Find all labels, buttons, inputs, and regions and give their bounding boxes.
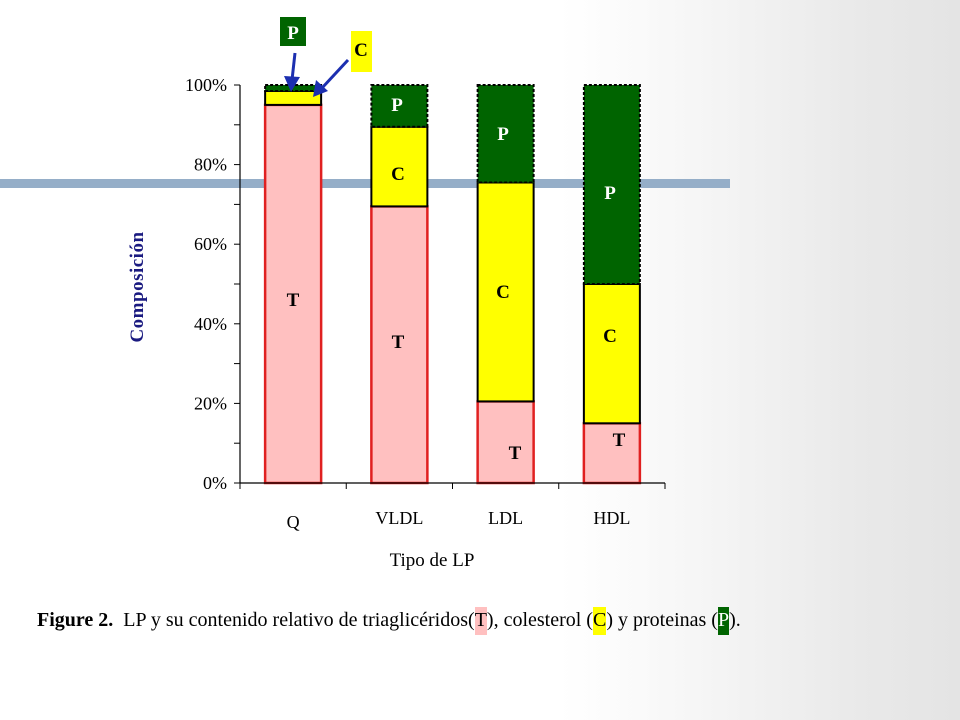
caption-highlight-t: T — [474, 607, 487, 635]
caption-text-4: ). — [729, 609, 741, 631]
bar-vldl-p — [370, 84, 429, 128]
caption-text-1: LP y su contenido relativo de triaglicér… — [123, 609, 475, 631]
segment-label-ldl-c: C — [496, 282, 510, 303]
callout-c-label: C — [354, 40, 368, 61]
y-tick-label: 100% — [185, 75, 227, 95]
x-tick-label-q: Q — [287, 512, 300, 532]
bar-vldl-c — [370, 125, 429, 208]
segment-label-hdl-c: C — [603, 326, 617, 347]
segment-label-vldl-c: C — [391, 164, 405, 185]
x-tick-label-hdl: HDL — [593, 508, 630, 528]
bar-hdl-c — [582, 283, 641, 425]
arrow-p-head — [284, 76, 300, 92]
y-tick-label: 20% — [194, 393, 227, 413]
segment-label-ldl-t: T — [509, 443, 522, 464]
callout-p-label: P — [287, 23, 299, 44]
caption-highlight-p: P — [717, 607, 730, 635]
x-axis-title: Tipo de LP — [390, 550, 475, 571]
caption-text-3: ) y proteinas ( — [606, 609, 718, 631]
segment-label-hdl-t: T — [613, 430, 626, 451]
segment-label-vldl-p: P — [391, 95, 403, 116]
segment-label-ldl-p: P — [497, 124, 509, 145]
x-tick-label-ldl: LDL — [488, 508, 523, 528]
horizontal-band — [0, 179, 730, 188]
figure-caption: Figure 2. LP y su contenido relativo de … — [37, 606, 947, 635]
segment-label-q-t: T — [287, 290, 300, 311]
arrow-p-shaft — [290, 52, 297, 81]
x-tick-label-vldl: VLDL — [375, 508, 423, 528]
y-tick-label: 40% — [194, 314, 227, 334]
bar-ldl-p — [476, 84, 535, 184]
segment-label-vldl-t: T — [392, 332, 405, 353]
callout-p-box — [280, 17, 306, 46]
y-tick-label: 80% — [194, 155, 227, 175]
segment-label-hdl-p: P — [604, 183, 616, 204]
bar-hdl-p — [582, 84, 641, 285]
caption-prefix: Figure 2. — [37, 609, 114, 631]
arrow-c-head — [313, 80, 328, 97]
bar-ldl-c — [476, 181, 535, 403]
caption-highlight-c: C — [592, 607, 607, 635]
y-axis-title: Composición — [127, 231, 148, 342]
y-tick-label: 0% — [203, 473, 227, 493]
bar-q-c — [264, 89, 323, 106]
bar-ldl-t — [476, 400, 535, 485]
callout-c-box — [351, 31, 372, 72]
caption-text-2: ), colesterol ( — [486, 609, 593, 631]
arrow-c-shaft — [320, 58, 350, 90]
y-tick-label: 60% — [194, 234, 227, 254]
